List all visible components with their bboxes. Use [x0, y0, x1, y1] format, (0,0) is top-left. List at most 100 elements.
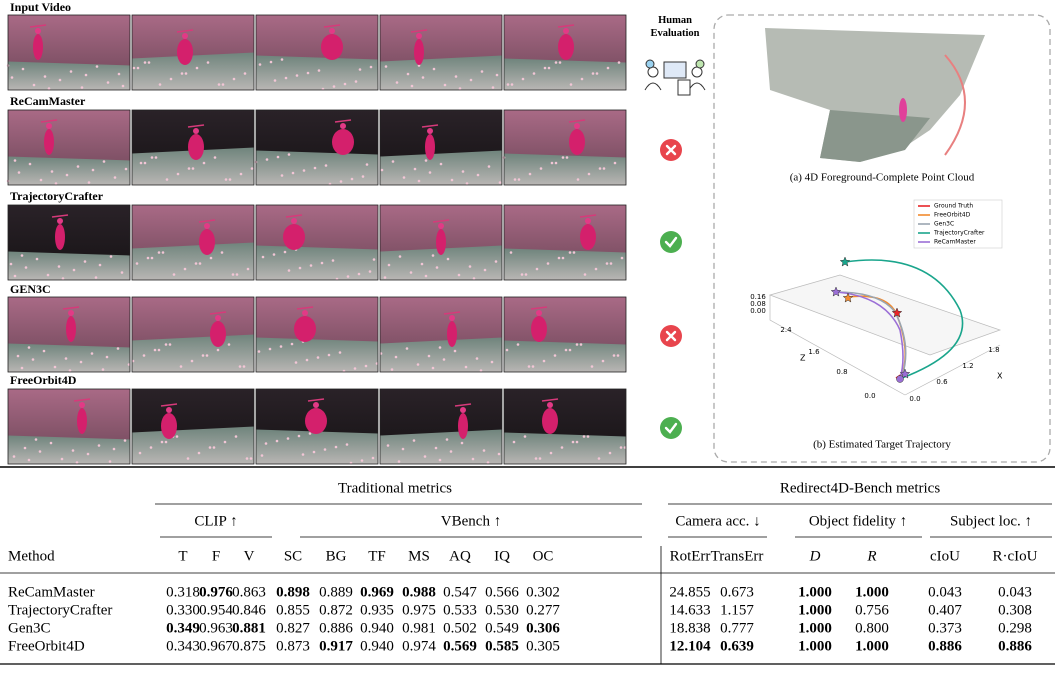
video-frame — [7, 110, 130, 185]
petal — [24, 447, 27, 450]
petal — [21, 367, 24, 370]
petal — [424, 455, 427, 458]
petal — [413, 439, 416, 442]
petal — [109, 460, 112, 463]
petal — [543, 360, 546, 363]
petal — [280, 345, 283, 348]
video-frame — [256, 297, 378, 372]
petal — [396, 81, 399, 84]
petal — [358, 273, 361, 276]
table-cell: 0.863 — [232, 584, 266, 600]
petal — [599, 167, 602, 170]
petal — [429, 171, 432, 174]
petal — [521, 273, 524, 276]
petal — [173, 273, 176, 276]
column-header: D — [809, 548, 821, 564]
dancer-body — [33, 34, 43, 60]
subgroup-header: VBench ↑ — [441, 513, 501, 529]
petal — [166, 178, 169, 181]
petal — [562, 257, 565, 260]
video-frame — [255, 110, 378, 185]
petal — [607, 67, 610, 70]
table-cell: 0.967 — [199, 638, 233, 654]
petal — [117, 347, 120, 350]
dancer-body — [558, 34, 574, 60]
petal — [259, 63, 262, 66]
dancer-body — [283, 224, 305, 250]
petal — [609, 452, 612, 455]
petal — [155, 156, 158, 159]
column-header: AQ — [449, 548, 471, 564]
dancer-head — [329, 28, 335, 34]
table-cell: 0.917 — [319, 638, 353, 654]
petal — [614, 162, 617, 165]
petal — [428, 355, 431, 358]
petal — [81, 86, 84, 89]
dancer-head — [536, 310, 542, 316]
table-cell: 0.330 — [166, 602, 200, 618]
petal — [466, 182, 469, 185]
table-cell: 0.530 — [485, 602, 519, 618]
petal — [559, 61, 562, 64]
axis-tick-label: 1.6 — [808, 348, 820, 356]
petal — [550, 452, 553, 455]
petal — [48, 87, 51, 90]
petal — [421, 263, 424, 266]
caption: (b) Estimated Target Trajectory — [813, 439, 951, 451]
table-cell: 0.855 — [276, 602, 310, 618]
column-header: cIoU — [930, 548, 960, 564]
petal — [433, 68, 436, 71]
person-head — [648, 67, 658, 77]
table-cell: 0.988 — [402, 584, 436, 600]
dancer-body — [44, 129, 54, 155]
dancer-head — [204, 223, 210, 229]
dancer-head — [35, 28, 41, 34]
petal — [133, 67, 136, 70]
petal — [309, 432, 312, 435]
video-frame — [8, 297, 130, 372]
row-label: TrajectoryCrafter — [10, 189, 104, 203]
petal — [199, 262, 202, 265]
petal — [232, 273, 235, 276]
subgroup-header: Subject loc. ↑ — [950, 513, 1032, 529]
petal — [499, 181, 502, 184]
table-cell: 0.585 — [485, 638, 519, 654]
petal — [332, 259, 335, 262]
petal — [354, 367, 357, 370]
petal — [536, 268, 539, 271]
petal — [547, 262, 550, 265]
frame-floor — [256, 430, 378, 465]
petal — [410, 271, 413, 274]
frame-floor — [8, 344, 130, 373]
petal — [507, 83, 510, 86]
petal — [303, 169, 306, 172]
petal — [411, 85, 414, 88]
legend-label: ReCamMaster — [934, 239, 976, 246]
column-header: RotErr — [670, 548, 711, 564]
petal — [270, 61, 273, 64]
dancer-body — [458, 413, 468, 439]
petal — [554, 354, 557, 357]
frame-floor — [380, 56, 502, 91]
petal — [369, 270, 372, 273]
petal — [106, 356, 109, 359]
petal — [277, 156, 280, 159]
petal — [35, 438, 38, 441]
table-cell: 0.975 — [402, 602, 436, 618]
table-cell: 0.889 — [319, 584, 353, 600]
petal — [281, 174, 284, 177]
video-frame — [380, 205, 502, 280]
table-cell: 0.976 — [199, 584, 233, 600]
petal — [122, 85, 125, 88]
petal — [459, 87, 462, 90]
petal — [181, 72, 184, 75]
plot-pane — [770, 275, 1000, 355]
table-cell: 0.875 — [232, 638, 266, 654]
petal — [246, 457, 249, 460]
petal — [621, 257, 624, 260]
video-frame — [380, 297, 502, 372]
petal — [28, 346, 31, 349]
video-frame — [380, 110, 502, 185]
petal — [570, 83, 573, 86]
petal — [299, 267, 302, 270]
